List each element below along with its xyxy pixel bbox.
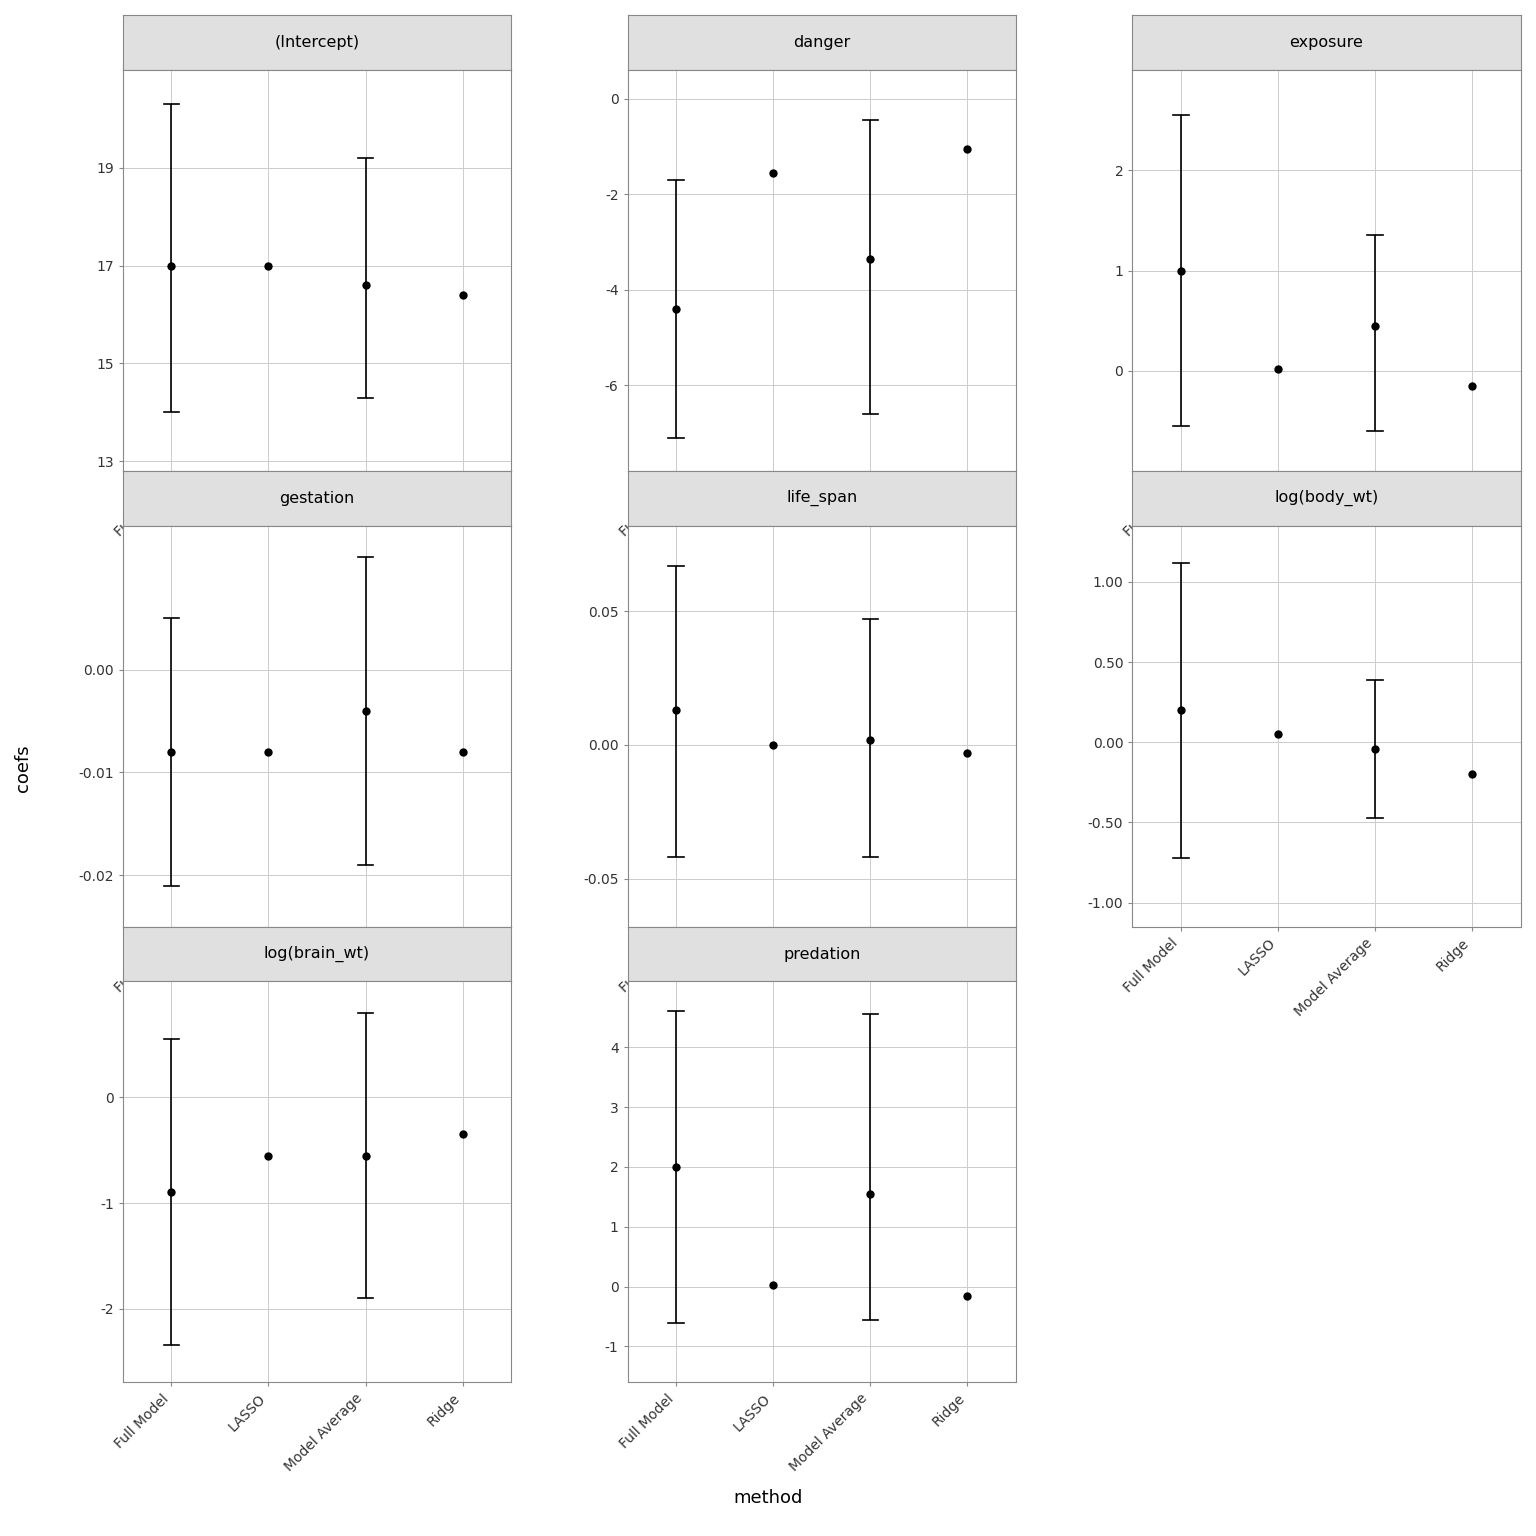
Point (664, 697, 688, 722)
Point (955, 137, 980, 161)
Point (160, 740, 184, 765)
Point (859, 1181, 883, 1206)
Point (450, 740, 475, 765)
Point (664, 1155, 688, 1180)
Point (1459, 762, 1484, 786)
Text: life_span: life_span (786, 490, 857, 507)
Point (1266, 722, 1290, 746)
Point (450, 1123, 475, 1147)
Point (257, 740, 281, 765)
Text: method: method (733, 1488, 803, 1507)
Point (1169, 258, 1193, 283)
Text: log(brain_wt): log(brain_wt) (264, 946, 370, 962)
Point (353, 1143, 378, 1167)
Text: (Intercept): (Intercept) (275, 35, 359, 51)
Point (257, 1143, 281, 1167)
Point (760, 733, 785, 757)
Point (955, 740, 980, 765)
Text: log(body_wt): log(body_wt) (1275, 490, 1379, 507)
Point (160, 1180, 184, 1204)
Point (760, 1273, 785, 1298)
Text: gestation: gestation (280, 492, 355, 505)
Point (955, 1284, 980, 1309)
Point (1362, 313, 1387, 338)
Point (664, 296, 688, 321)
Point (1362, 736, 1387, 760)
Text: exposure: exposure (1290, 35, 1364, 51)
Point (1169, 697, 1193, 722)
Text: coefs: coefs (14, 743, 32, 793)
Point (257, 253, 281, 278)
Text: predation: predation (783, 946, 860, 962)
Point (859, 246, 883, 270)
Point (1266, 356, 1290, 381)
Point (859, 728, 883, 753)
Point (450, 283, 475, 307)
Text: danger: danger (793, 35, 851, 51)
Point (160, 253, 184, 278)
Point (353, 273, 378, 298)
Point (760, 160, 785, 184)
Point (1459, 373, 1484, 398)
Point (353, 699, 378, 723)
